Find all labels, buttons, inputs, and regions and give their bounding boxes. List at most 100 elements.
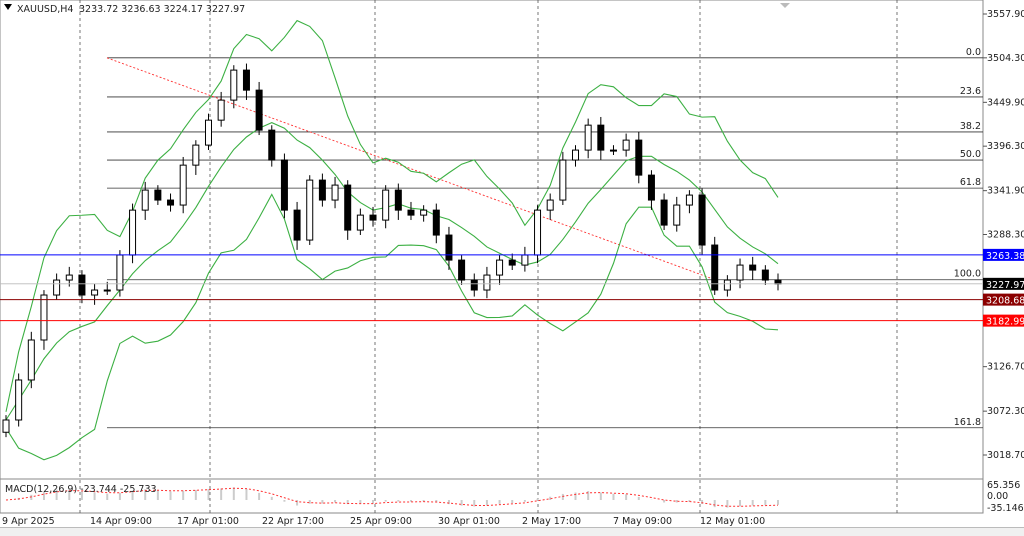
candle-body	[508, 259, 516, 266]
candle-body	[141, 189, 149, 211]
y-tick-label: 3072.30	[987, 406, 1024, 417]
candle-body	[27, 339, 35, 381]
candle-body	[597, 124, 605, 151]
x-tick-label: 14 Apr 09:00	[90, 516, 152, 527]
price-tag	[983, 293, 1024, 306]
fibonacci-levels[interactable]: 0.0 23.6 38.2 50.0 61.8 100.0 161.8	[106, 47, 983, 429]
candle-body	[496, 259, 504, 276]
candle-body	[698, 194, 706, 246]
x-tick-label: 17 Apr 01:00	[177, 516, 239, 527]
candle-body	[306, 179, 314, 241]
candle-body	[445, 234, 453, 261]
candle-body	[736, 264, 744, 281]
macd-axis-label: -35.146	[987, 503, 1024, 514]
fib-level-label: 23.6	[960, 86, 981, 97]
candle-body	[673, 204, 681, 226]
candle-body	[723, 279, 731, 291]
candle-body	[78, 274, 86, 296]
candle-body	[242, 69, 250, 91]
candle-body	[154, 189, 162, 201]
candle-body	[470, 279, 478, 291]
candle-body	[483, 274, 491, 291]
candle-body	[761, 269, 769, 281]
y-tick-label: 3504.30	[987, 53, 1024, 64]
candle-body	[774, 279, 782, 285]
x-tick-label: 30 Apr 01:00	[438, 516, 500, 527]
candle-body	[432, 209, 440, 236]
fib-level-label: 100.0	[954, 269, 981, 280]
candle-body	[356, 214, 364, 231]
candle-body	[2, 419, 10, 433]
candle-body	[40, 294, 48, 341]
candle-body	[280, 159, 288, 211]
price-tag-label: 3263.38	[986, 251, 1024, 262]
y-tick-label: 3449.90	[987, 97, 1024, 108]
price-tag	[983, 248, 1024, 261]
candle-body	[622, 139, 630, 151]
candle-body	[521, 254, 529, 266]
price-tag-label: 3208.68	[986, 296, 1024, 307]
y-tick-label: 3126.70	[987, 362, 1024, 373]
macd-axis-label: 65.356	[987, 480, 1020, 491]
x-tick-label: 22 Apr 17:00	[262, 516, 324, 527]
chart-frame	[0, 0, 984, 514]
y-tick-label: 3396.30	[987, 141, 1024, 152]
candle-body	[572, 149, 580, 161]
candle-body	[192, 144, 200, 166]
symbol-label: XAUUSD,H4	[17, 4, 73, 15]
candle-body	[609, 149, 617, 152]
fib-level-label: 61.8	[960, 177, 981, 188]
candle-body	[91, 289, 99, 296]
price-lines[interactable]: 3263.38 3208.68 3182.99 3227.97	[0, 248, 1024, 328]
price-axis: 3557.90 3504.30 3449.90 3396.30 3341.90 3288.…	[983, 9, 1024, 461]
candle-body	[230, 69, 238, 101]
y-tick-label: 3018.70	[987, 450, 1024, 461]
candle-body	[369, 214, 377, 221]
candle-body	[534, 209, 542, 256]
candle-body	[204, 119, 212, 146]
band-upper	[5, 19, 779, 412]
time-axis: 9 Apr 2025 14 Apr 09:00 17 Apr 01:00 22 Apr…	[2, 516, 765, 527]
candle-body	[65, 274, 73, 281]
scroll-marker-icon[interactable]	[780, 3, 790, 8]
y-tick-label: 3288.30	[987, 229, 1024, 240]
candle-body	[116, 254, 124, 291]
candle-body	[420, 209, 428, 216]
candle-body	[179, 164, 187, 206]
y-tick-label: 3341.90	[987, 186, 1024, 197]
last-price-label: 3227.97	[986, 280, 1024, 291]
band-middle	[5, 122, 779, 421]
bollinger-bands	[5, 19, 779, 461]
macd-label: MACD(12,26,9) -23.744 -25.733	[5, 484, 157, 495]
candle-body	[268, 129, 276, 161]
y-tick-label: 3557.90	[987, 9, 1024, 20]
band-lower	[5, 193, 779, 461]
candle-body	[647, 174, 655, 201]
candle-body	[660, 199, 668, 226]
price-tag-label: 3182.99	[986, 317, 1024, 328]
candle-body	[167, 199, 175, 206]
macd-axis-label: 0.00	[987, 491, 1008, 502]
candle-body	[293, 209, 301, 241]
candle-body	[749, 264, 757, 271]
candle-body	[394, 189, 402, 211]
candle-body	[635, 139, 643, 176]
candle-body	[407, 209, 415, 216]
chart-tab-bar[interactable]	[0, 527, 1024, 536]
collapse-triangle-icon[interactable]	[4, 4, 12, 10]
candle-body	[103, 289, 111, 292]
candle-body	[685, 194, 693, 206]
fib-level-label: 50.0	[960, 149, 981, 160]
candle-body	[53, 279, 61, 296]
candle-body	[584, 124, 592, 151]
fib-level-label: 38.2	[960, 121, 981, 132]
fib-level-label: 0.0	[966, 47, 981, 58]
candle-body	[15, 379, 23, 421]
candle-body	[217, 99, 225, 121]
candles	[2, 63, 782, 438]
candle-body	[559, 159, 567, 201]
candle-body	[318, 179, 326, 201]
candle-body	[331, 184, 339, 201]
